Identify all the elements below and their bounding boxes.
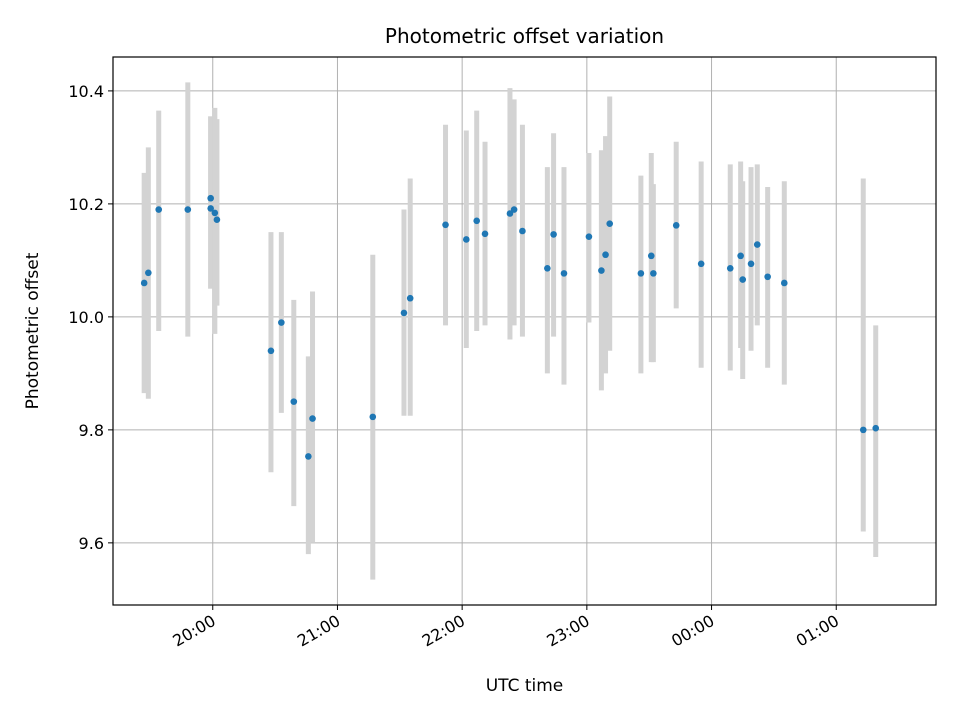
x-tick-label: 01:00: [793, 611, 842, 651]
data-point: [184, 206, 192, 213]
data-point: [442, 221, 449, 229]
plot-frame: [112, 56, 937, 606]
data-point: [672, 222, 680, 229]
data-point: [780, 279, 788, 287]
y-tick-label: 9.8: [79, 421, 104, 440]
data-point: [406, 294, 414, 302]
x-tick-label: 00:00: [668, 611, 717, 651]
y-axis-ticks: 9.6 9.8 10.0 10.2 10.4: [68, 82, 113, 553]
x-tick-label: 23:00: [543, 611, 592, 651]
data-point: [697, 260, 705, 268]
data-point: [473, 217, 480, 225]
data-point: [305, 453, 312, 460]
data-point: [463, 236, 470, 243]
data-point: [155, 206, 163, 213]
chart-title: Photometric offset variation: [385, 24, 664, 48]
data-point: [647, 252, 655, 260]
data-point: [737, 252, 744, 260]
data-point: [602, 251, 609, 259]
data-point: [859, 426, 867, 434]
error-bars: [141, 82, 879, 580]
data-point: [747, 260, 755, 268]
data-point: [544, 264, 551, 272]
y-axis-title: Photometric offset: [23, 252, 43, 409]
data-point: [400, 309, 408, 317]
data-point: [519, 227, 526, 235]
data-point: [309, 415, 316, 422]
x-tick-label: 20:00: [169, 611, 218, 651]
y-tick-label: 9.6: [79, 534, 104, 553]
data-point: [650, 270, 657, 277]
data-point: [207, 205, 214, 212]
x-axis-ticks: 20:00 21:00 22:00 23:00 00:00 01:00: [169, 605, 842, 651]
data-point: [739, 276, 747, 283]
data-point: [267, 347, 275, 355]
data-point: [872, 424, 880, 432]
x-tick-label: 21:00: [294, 611, 343, 651]
data-point: [510, 206, 518, 213]
data-point: [764, 273, 771, 281]
data-point: [560, 270, 568, 277]
x-axis-title: UTC time: [486, 676, 564, 696]
x-tick-label: 22:00: [419, 611, 468, 651]
data-point: [207, 194, 214, 202]
data-point: [598, 267, 605, 274]
data-point: [369, 413, 377, 421]
y-tick-label: 10.0: [68, 308, 104, 327]
data-point: [213, 216, 221, 224]
data-point: [145, 269, 152, 277]
data-point: [481, 230, 489, 238]
data-point: [726, 264, 734, 272]
data-point: [606, 220, 614, 227]
data-point: [290, 398, 298, 405]
data-point: [211, 209, 219, 217]
data-point: [506, 210, 514, 217]
y-tick-label: 10.4: [68, 82, 104, 101]
data-point: [637, 270, 645, 277]
data-points: [140, 194, 880, 460]
data-point: [753, 241, 761, 248]
data-point: [140, 279, 148, 287]
data-point: [550, 231, 557, 238]
data-point: [585, 233, 593, 240]
y-tick-label: 10.2: [68, 195, 104, 214]
data-point: [278, 319, 285, 326]
